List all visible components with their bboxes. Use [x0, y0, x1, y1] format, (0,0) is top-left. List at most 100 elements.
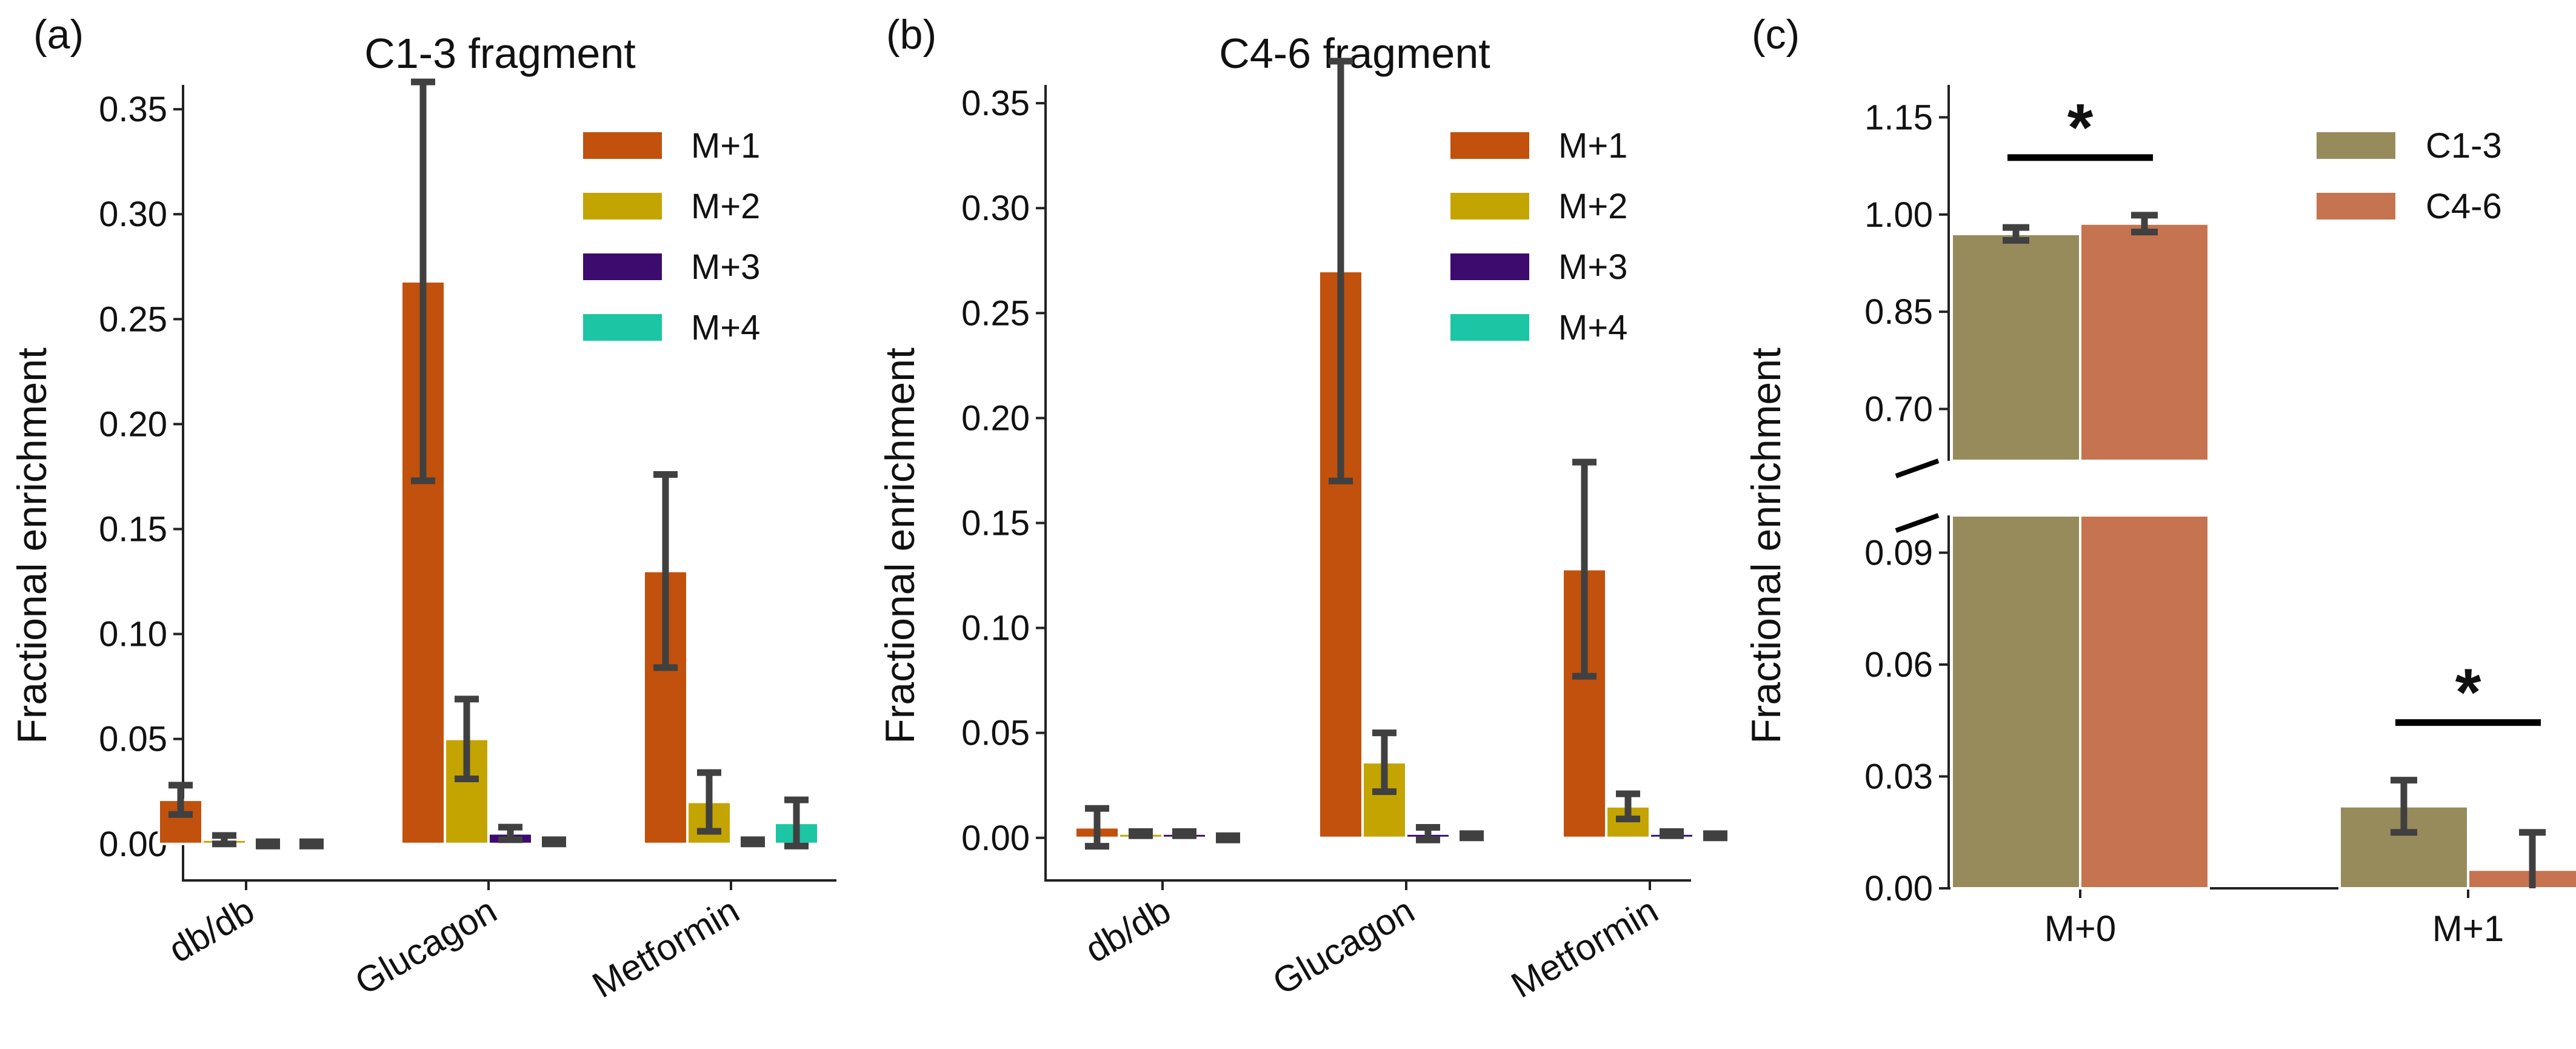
panel-c-x-ticks: M+0 M+1 — [2044, 888, 2504, 949]
a-xtick-label: Metformin — [586, 890, 746, 1005]
c-legend-label: C1-3 — [2426, 126, 2502, 166]
panel-c-error-bars — [2003, 212, 2546, 888]
b-xtick-label: Glucagon — [1266, 890, 1421, 1002]
c-legend-swatch — [2317, 132, 2395, 159]
a-error-bar — [169, 782, 193, 818]
b-legend-swatch — [1450, 314, 1529, 341]
a-bar — [158, 799, 204, 845]
panel-c-axis-break-lower — [1895, 513, 1940, 533]
b-error-bar — [1216, 832, 1240, 843]
panel-c-bars — [1950, 222, 2576, 890]
a-legend-swatch — [583, 132, 662, 159]
b-ytick-label: 0.15 — [961, 504, 1030, 543]
b-ytick-label: 0.35 — [961, 84, 1030, 123]
c-lower-ytick-label: 0.00 — [1864, 869, 1933, 908]
b-error-bar — [1572, 458, 1597, 680]
b-ytick-label: 0.00 — [961, 819, 1030, 858]
c-upper-ytick-label: 0.85 — [1864, 292, 1933, 332]
a-ytick-label: 0.20 — [99, 404, 167, 444]
b-error-bar — [1172, 828, 1196, 839]
a-ytick-label: 0.35 — [99, 90, 167, 129]
a-error-bar — [653, 471, 678, 671]
a-error-bar — [299, 838, 324, 850]
a-error-bar — [741, 836, 765, 848]
b-error-bar — [1703, 830, 1727, 842]
b-legend-swatch — [1450, 193, 1529, 220]
c-lower-ytick-label: 0.09 — [1864, 534, 1933, 573]
a-ytick-label: 0.15 — [99, 510, 167, 549]
c-bar-lower — [2079, 514, 2210, 890]
panel-b-x-ticks: db/db Glucagon Metformin — [1078, 880, 1665, 1006]
a-legend-label: M+3 — [691, 247, 760, 287]
b-error-bar — [1416, 823, 1440, 843]
c-error-bar — [2003, 224, 2029, 244]
a-xtick-label: db/db — [162, 890, 261, 970]
panel-b-legend: M+1 M+2 M+3 M+4 — [1450, 126, 1627, 347]
c-bar-lower — [2338, 805, 2469, 890]
b-error-bar — [1129, 828, 1153, 839]
panel-b: (b) C4-6 fragment Fractional enrichment … — [877, 12, 1738, 1006]
panel-b-ylabel: Fractional enrichment — [877, 347, 923, 744]
c-legend-swatch — [2317, 193, 2395, 220]
panel-b-y-ticks: 0.00 0.05 0.10 0.15 0.20 0.25 0.30 0.35 — [961, 84, 1046, 858]
b-ytick-label: 0.25 — [961, 293, 1030, 333]
c-xtick-label: M+0 — [2044, 908, 2116, 949]
c-error-bar — [2391, 777, 2417, 836]
a-ytick-label: 0.05 — [99, 720, 167, 759]
panel-c-y-ticks: 0.70 0.85 1.00 1.15 0.00 0.03 0.06 0.09 — [1864, 98, 1949, 908]
a-ytick-label: 0.30 — [99, 195, 167, 234]
c-lower-ytick-label: 0.03 — [1864, 757, 1933, 797]
panel-b-title: C4-6 fragment — [1219, 30, 1490, 77]
panel-c-ylabel: Fractional enrichment — [1743, 347, 1789, 744]
a-xtick-label: Glucagon — [349, 890, 504, 1002]
b-ytick-label: 0.05 — [961, 714, 1030, 753]
b-legend-label: M+3 — [1558, 247, 1627, 287]
b-error-bar — [1329, 58, 1353, 484]
b-ytick-label: 0.20 — [961, 398, 1030, 438]
panel-a-title: C1-3 fragment — [364, 30, 635, 77]
b-error-bar — [1460, 830, 1484, 842]
a-ytick-label: 0.00 — [99, 825, 167, 864]
panel-a-x-ticks: db/db Glucagon Metformin — [162, 880, 746, 1006]
b-legend-label: M+4 — [1558, 308, 1627, 347]
c-error-bar — [2131, 212, 2158, 236]
c-bar-lower — [2467, 868, 2576, 890]
b-ytick-label: 0.10 — [961, 609, 1030, 648]
b-legend-swatch — [1450, 253, 1529, 280]
c-upper-ytick-label: 1.15 — [1864, 98, 1933, 137]
panel-c-letter: (c) — [1752, 12, 1800, 58]
a-error-bar — [784, 796, 809, 850]
c-bar-lower — [1950, 514, 2081, 890]
panel-b-bars — [1074, 270, 1738, 840]
b-legend-label: M+2 — [1558, 187, 1627, 226]
c-upper-ytick-label: 0.70 — [1864, 389, 1933, 429]
a-error-bar — [542, 836, 566, 848]
panel-a-error-bars — [169, 78, 809, 850]
a-legend-swatch — [583, 314, 662, 341]
panel-c-axis-break-upper — [1895, 458, 1940, 478]
a-legend-label: M+4 — [691, 308, 760, 347]
c-significance-star: * — [2067, 90, 2094, 165]
b-legend-label: M+1 — [1558, 126, 1627, 166]
b-error-bar — [1616, 790, 1640, 823]
c-significance-star: * — [2455, 655, 2481, 730]
c-xtick-label: M+1 — [2432, 908, 2504, 949]
c-bar-upper — [1950, 232, 2081, 462]
c-lower-ytick-label: 0.06 — [1864, 645, 1933, 685]
a-legend-label: M+2 — [691, 187, 760, 226]
a-error-bar — [498, 823, 522, 843]
panel-b-error-bars — [1085, 58, 1727, 850]
b-xtick-label: db/db — [1078, 890, 1178, 970]
a-legend-swatch — [583, 193, 662, 220]
b-xtick-label: Metformin — [1504, 890, 1664, 1005]
b-error-bar — [1085, 805, 1109, 850]
c-bar-upper — [2079, 222, 2210, 462]
a-ytick-label: 0.25 — [99, 300, 167, 339]
a-legend-swatch — [583, 253, 662, 280]
panel-c-legend: C1-3 C4-6 — [2317, 126, 2502, 226]
panel-a-letter: (a) — [33, 12, 84, 58]
b-ytick-label: 0.30 — [961, 189, 1030, 228]
panel-a-bars — [158, 280, 819, 846]
c-upper-ytick-label: 1.00 — [1864, 195, 1933, 235]
a-error-bar — [256, 838, 280, 850]
